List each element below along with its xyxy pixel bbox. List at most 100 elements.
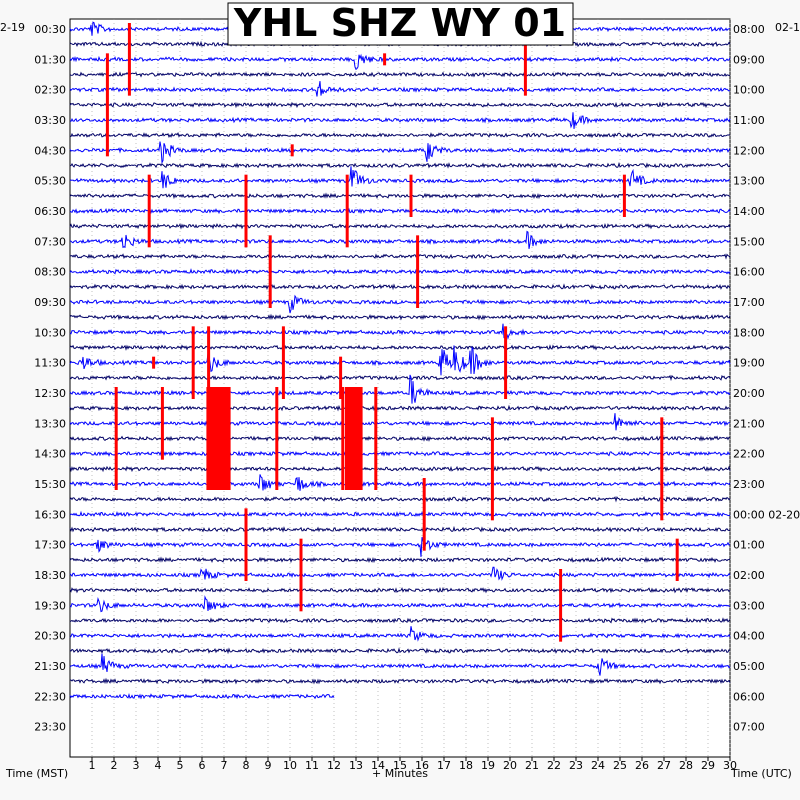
clipped-event — [105, 53, 109, 157]
clipped-event — [416, 235, 420, 308]
x-tick-label: 14 — [371, 759, 385, 772]
left-date-label: 2-19 — [0, 21, 25, 34]
x-tick-label: 30 — [723, 759, 737, 772]
clipped-event — [341, 387, 345, 490]
trace-row — [69, 556, 731, 564]
trace-row — [69, 653, 731, 676]
trace-row — [69, 222, 731, 230]
left-time-label: 14:30 — [34, 448, 66, 461]
clipped-event — [523, 23, 527, 96]
right-time-label: 11:00 — [733, 114, 765, 127]
trace-row — [69, 81, 731, 97]
clipped-events — [105, 23, 679, 642]
right-axis-title: Time (UTC) — [730, 767, 792, 780]
trace-row — [69, 450, 731, 457]
left-time-label: 10:30 — [34, 326, 66, 339]
trace-row — [69, 693, 335, 700]
trace-row — [69, 617, 731, 624]
right-time-label: 08:00 — [733, 23, 765, 36]
right-time-label: 20:00 — [733, 387, 765, 400]
left-time-label: 23:30 — [34, 721, 66, 734]
right-time-labels: 08:00 09:00 10:00 11:00 12:00 13:00 14:00 15:00… — [733, 23, 800, 734]
right-time-label: 13:00 — [733, 175, 765, 188]
trace-row — [69, 536, 731, 557]
trace-row — [69, 566, 731, 581]
trace-row — [69, 413, 731, 431]
x-tick-label: 29 — [701, 759, 715, 772]
trace-row — [69, 71, 731, 78]
trace-row — [69, 344, 731, 351]
clipped-event — [290, 144, 294, 157]
right-time-label: 02:00 — [733, 569, 765, 582]
x-tick-label: 5 — [177, 759, 184, 772]
clipped-event — [559, 569, 563, 642]
clipped-event — [339, 356, 343, 399]
clipped-event — [660, 417, 664, 521]
right-time-label: 05:00 — [733, 660, 765, 673]
clipped-event — [244, 174, 248, 248]
right-time-label: 23:00 — [733, 478, 765, 491]
x-tick-label: 20 — [503, 759, 517, 772]
clipped-block — [206, 387, 231, 490]
x-tick-label: 10 — [283, 759, 297, 772]
trace-row — [69, 132, 731, 139]
x-axis-label: + Minutes — [372, 767, 428, 780]
trace-row — [69, 294, 731, 314]
x-tick-label: 27 — [657, 759, 671, 772]
x-tick-label: 28 — [679, 759, 693, 772]
left-time-label: 12:30 — [34, 387, 66, 400]
x-tick-label: 19 — [481, 759, 495, 772]
x-tick-label: 9 — [265, 759, 272, 772]
trace-row — [69, 268, 731, 275]
clipped-event — [490, 417, 494, 521]
left-time-label: 09:30 — [34, 296, 66, 309]
clipped-event — [244, 508, 248, 581]
trace-row — [69, 496, 731, 503]
right-time-label: 15:00 — [733, 235, 765, 248]
trace-row — [69, 374, 731, 382]
right-time-label: 19:00 — [733, 357, 765, 370]
trace-row — [69, 586, 731, 594]
trace-row — [69, 677, 731, 685]
trace-row — [69, 404, 731, 412]
x-tick-label: 16 — [415, 759, 429, 772]
clipped-event — [374, 387, 378, 490]
right-time-label: 16:00 — [733, 266, 765, 279]
clipped-event — [268, 235, 272, 308]
right-time-label: 14:00 — [733, 205, 765, 218]
left-time-label: 05:30 — [34, 175, 66, 188]
trace-row — [69, 525, 731, 533]
right-time-label: 22:00 — [733, 448, 765, 461]
right-time-label: 01:00 — [733, 539, 765, 552]
clipped-event — [281, 326, 285, 399]
right-time-label: 12:00 — [733, 144, 765, 157]
left-time-label: 16:30 — [34, 508, 66, 521]
right-date-label: 02-1 — [775, 21, 800, 34]
clipped-event — [383, 53, 387, 66]
left-time-label: 21:30 — [34, 660, 66, 673]
x-tick-label: 24 — [591, 759, 605, 772]
trace-row — [69, 207, 731, 215]
trace-row — [69, 101, 731, 109]
x-tick-label: 3 — [133, 759, 140, 772]
trace-row — [69, 141, 731, 165]
left-time-label: 15:30 — [34, 478, 66, 491]
right-time-label: 21:00 — [733, 417, 765, 430]
left-time-label: 00:30 — [34, 23, 66, 36]
trace-row — [69, 374, 731, 404]
right-time-label: 06:00 — [733, 690, 765, 703]
trace-row — [69, 435, 731, 442]
trace-row — [69, 626, 731, 642]
left-time-label: 11:30 — [34, 357, 66, 370]
clipped-event — [114, 387, 118, 490]
x-tick-label: 11 — [305, 759, 319, 772]
right-time-label: 18:00 — [733, 326, 765, 339]
clipped-event — [127, 23, 131, 96]
trace-row — [69, 595, 731, 613]
x-tick-label: 12 — [327, 759, 341, 772]
trace-row — [69, 323, 731, 340]
clipped-event — [191, 326, 195, 399]
left-time-label: 13:30 — [34, 417, 66, 430]
clipped-event — [622, 174, 626, 217]
